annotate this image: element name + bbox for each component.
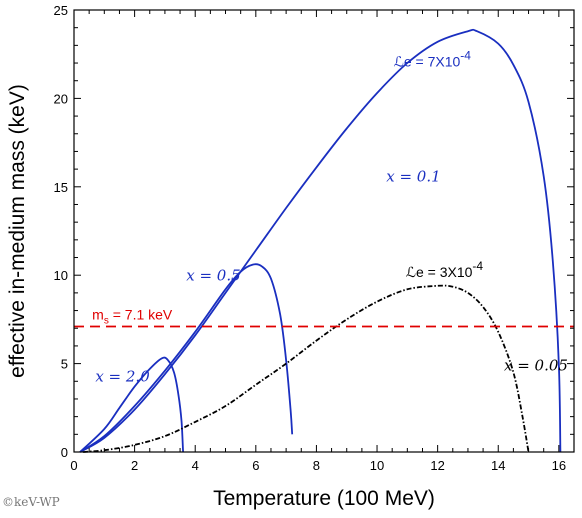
annotation-le3: ℒe = 3X10-4: [406, 259, 484, 280]
x-tick-label: 8: [313, 458, 320, 473]
annotation-ms-m: m: [92, 306, 104, 322]
annotation-ms-rest: = 7.1 keV: [109, 306, 173, 322]
y-tick-label: 20: [54, 91, 68, 106]
annotation-ms-sub: s: [104, 315, 109, 326]
annotation-x005-text: x = 0.05: [504, 357, 568, 375]
annotation-x005: x = 0.05: [504, 357, 568, 375]
x-tick-label: 16: [552, 458, 566, 473]
y-tick-label: 0: [61, 445, 68, 460]
series-line-blue-0: [79, 28, 562, 453]
x-tick-label: 14: [491, 458, 505, 473]
annotation-le7: ℒe = 7X10-4: [394, 49, 472, 70]
axes: 0 2 4 6 8 10 12 14 16 0 5 10 15 20 25: [54, 3, 575, 473]
annotation-x01-text: x = 0.1: [386, 167, 440, 185]
x-tick-label: 12: [430, 458, 444, 473]
series-line-blue-2: [79, 356, 184, 453]
y-tick-label: 25: [54, 3, 68, 18]
series-line-black-dashdot: [83, 284, 530, 453]
credit-text: ©keV-WP: [2, 495, 60, 509]
plot-area: [74, 28, 574, 453]
annotation-le7-sup: -4: [460, 49, 471, 63]
annotation-x20-text: x = 2.0: [95, 367, 150, 385]
annotations: ℒe = 7X10-4x = 0.1x = 0.5x = 2.0ℒe = 3X1…: [92, 49, 568, 386]
x-tick-label: 6: [252, 458, 259, 473]
annotation-x05-text: x = 0.5: [186, 267, 240, 285]
annotation-x05: x = 0.5: [186, 267, 240, 285]
y-axis-label: effective in-medium mass (keV): [6, 84, 29, 378]
series-line-blue-1: [79, 263, 294, 453]
x-tick-label: 10: [370, 458, 384, 473]
annotation-x20: x = 2.0: [95, 367, 150, 385]
x-tick-label: 2: [131, 458, 138, 473]
plot-frame: [73, 9, 575, 453]
annotation-le3-text: ℒe = 3X10: [406, 264, 473, 280]
annotation-ms: ms = 7.1 keV: [92, 306, 173, 326]
annotation-le3-sup: -4: [472, 259, 483, 273]
annotation-x01: x = 0.1: [386, 167, 440, 185]
x-tick-label: 0: [70, 458, 77, 473]
x-axis-label: Temperature (100 MeV): [213, 487, 435, 510]
y-tick-label: 5: [61, 357, 68, 372]
annotation-le7-text: ℒe = 7X10: [394, 54, 461, 70]
y-tick-label: 15: [54, 180, 68, 195]
y-tick-label: 10: [54, 268, 68, 283]
x-tick-label: 4: [192, 458, 199, 473]
